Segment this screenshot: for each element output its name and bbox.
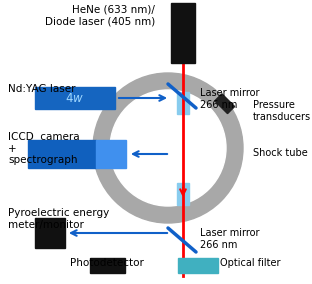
Bar [90, 258, 125, 273]
Bar [28, 140, 96, 168]
Text: ICCD  camera
+
spectrograph: ICCD camera + spectrograph [8, 132, 80, 165]
Bar [35, 87, 115, 109]
Text: Optical filter: Optical filter [220, 258, 280, 268]
Circle shape [93, 73, 243, 223]
Text: Photodetector: Photodetector [70, 258, 144, 268]
Text: Shock tube: Shock tube [253, 148, 308, 158]
Bar [96, 140, 126, 168]
Bar [177, 92, 189, 114]
Text: Pressure
transducers: Pressure transducers [253, 100, 311, 122]
Bar [177, 183, 189, 205]
Bar [215, 94, 235, 114]
Circle shape [110, 90, 226, 206]
Bar [171, 3, 195, 63]
Bar [35, 218, 65, 248]
Text: Nd:YAG laser: Nd:YAG laser [8, 84, 76, 94]
Text: Pyroelectric energy
meter/monitor: Pyroelectric energy meter/monitor [8, 208, 109, 229]
Text: Laser mirror
266 nm: Laser mirror 266 nm [200, 228, 260, 250]
Bar [178, 258, 218, 273]
Text: Laser mirror
266 nm: Laser mirror 266 nm [200, 88, 260, 110]
Text: $4w$: $4w$ [66, 91, 85, 105]
Text: HeNe (633 nm)/
Diode laser (405 nm): HeNe (633 nm)/ Diode laser (405 nm) [45, 5, 155, 27]
